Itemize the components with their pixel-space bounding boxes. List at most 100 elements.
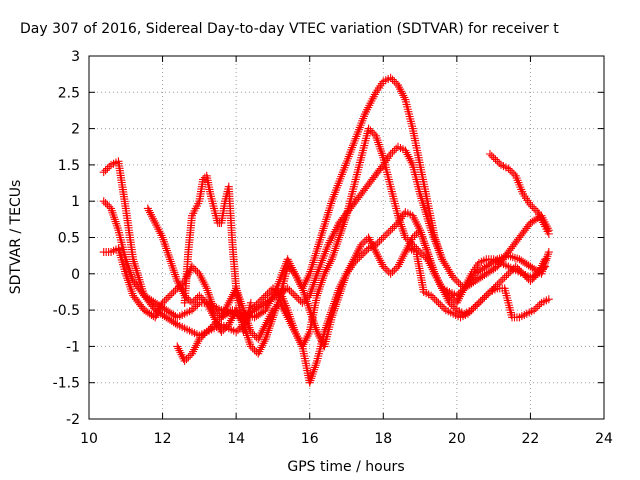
- data-point: [191, 302, 200, 311]
- data-point: [184, 353, 193, 362]
- data-point: [498, 275, 507, 284]
- data-point: [154, 225, 163, 234]
- data-point: [338, 278, 347, 287]
- data-point: [377, 235, 386, 244]
- data-point: [321, 267, 330, 276]
- data-point: [522, 273, 531, 282]
- y-tick-label: 0.5: [58, 231, 80, 247]
- data-point: [408, 211, 417, 220]
- data-point: [359, 249, 368, 258]
- data-point: [326, 257, 335, 266]
- data-points: [99, 73, 553, 387]
- data-point: [262, 318, 271, 327]
- data-point: [502, 271, 511, 280]
- data-point: [189, 347, 198, 356]
- x-axis-label: GPS time / hours: [287, 459, 404, 475]
- data-point: [193, 339, 202, 348]
- data-point: [395, 260, 404, 269]
- data-point: [191, 266, 200, 275]
- data-point: [410, 231, 419, 240]
- data-point: [180, 356, 189, 365]
- data-point: [377, 258, 386, 267]
- data-point: [152, 221, 161, 230]
- data-point: [519, 269, 528, 278]
- y-tick-labels: -2 -1.5 -1 -0.5 0 0.5 1 1.5 2 2.5 3: [53, 49, 80, 428]
- data-point: [339, 276, 348, 285]
- data-point: [360, 248, 369, 257]
- data-point: [199, 278, 208, 287]
- data-point: [444, 265, 453, 274]
- data-point: [467, 306, 476, 315]
- data-point: [293, 332, 302, 341]
- data-point: [283, 262, 292, 271]
- data-point: [296, 338, 305, 347]
- data-point: [433, 276, 442, 285]
- data-point: [153, 309, 162, 318]
- data-point: [171, 319, 180, 328]
- data-series: [99, 73, 447, 340]
- data-point: [436, 300, 445, 309]
- data-point: [388, 148, 397, 157]
- y-tick-label: -1: [66, 339, 80, 355]
- data-point: [430, 295, 439, 304]
- data-point: [294, 276, 303, 285]
- data-point: [341, 271, 350, 280]
- data-point: [493, 157, 502, 166]
- data-point: [197, 293, 206, 302]
- data-point: [195, 269, 204, 278]
- data-point: [151, 313, 160, 322]
- data-point: [297, 340, 306, 349]
- data-point: [401, 233, 410, 242]
- y-tick-label: -0.5: [53, 303, 80, 319]
- data-point: [189, 304, 198, 313]
- data-point: [449, 302, 458, 311]
- data-point: [224, 298, 233, 307]
- data-point: [151, 218, 160, 227]
- data-point: [390, 222, 399, 231]
- data-point: [443, 263, 452, 272]
- data-point: [189, 264, 198, 273]
- data-point: [381, 264, 390, 273]
- data-point: [287, 266, 296, 275]
- data-point: [101, 199, 110, 208]
- data-point: [298, 298, 307, 307]
- data-point: [456, 287, 465, 296]
- data-point: [412, 220, 421, 229]
- data-point: [294, 334, 303, 343]
- y-tick-label: 2: [71, 122, 80, 138]
- data-point: [226, 294, 235, 303]
- data-point: [197, 333, 206, 342]
- data-point: [349, 258, 358, 267]
- data-point: [392, 220, 401, 229]
- data-point: [362, 246, 371, 255]
- data-point: [409, 213, 418, 222]
- data-point: [313, 327, 322, 336]
- data-point: [442, 292, 451, 301]
- data-point: [291, 327, 299, 336]
- data-point: [336, 282, 345, 291]
- data-point: [405, 154, 414, 163]
- data-point: [535, 267, 544, 276]
- data-point: [410, 215, 419, 224]
- data-point: [354, 246, 363, 255]
- data-point: [376, 256, 385, 265]
- data-point: [292, 271, 301, 280]
- data-point: [452, 291, 461, 300]
- data-point: [155, 305, 164, 314]
- data-point: [207, 309, 216, 318]
- data-point: [323, 263, 332, 272]
- data-point: [217, 327, 226, 336]
- data-point: [400, 250, 409, 259]
- data-point: [293, 273, 302, 282]
- data-point: [392, 144, 401, 153]
- data-point: [302, 334, 311, 343]
- data-point: [451, 304, 460, 313]
- data-point: [440, 288, 449, 297]
- data-point: [398, 89, 407, 98]
- data-point: [484, 289, 493, 298]
- data-point: [155, 227, 164, 236]
- data-point: [246, 327, 255, 336]
- data-point: [432, 297, 441, 306]
- data-point: [261, 291, 270, 300]
- data-point: [291, 291, 299, 300]
